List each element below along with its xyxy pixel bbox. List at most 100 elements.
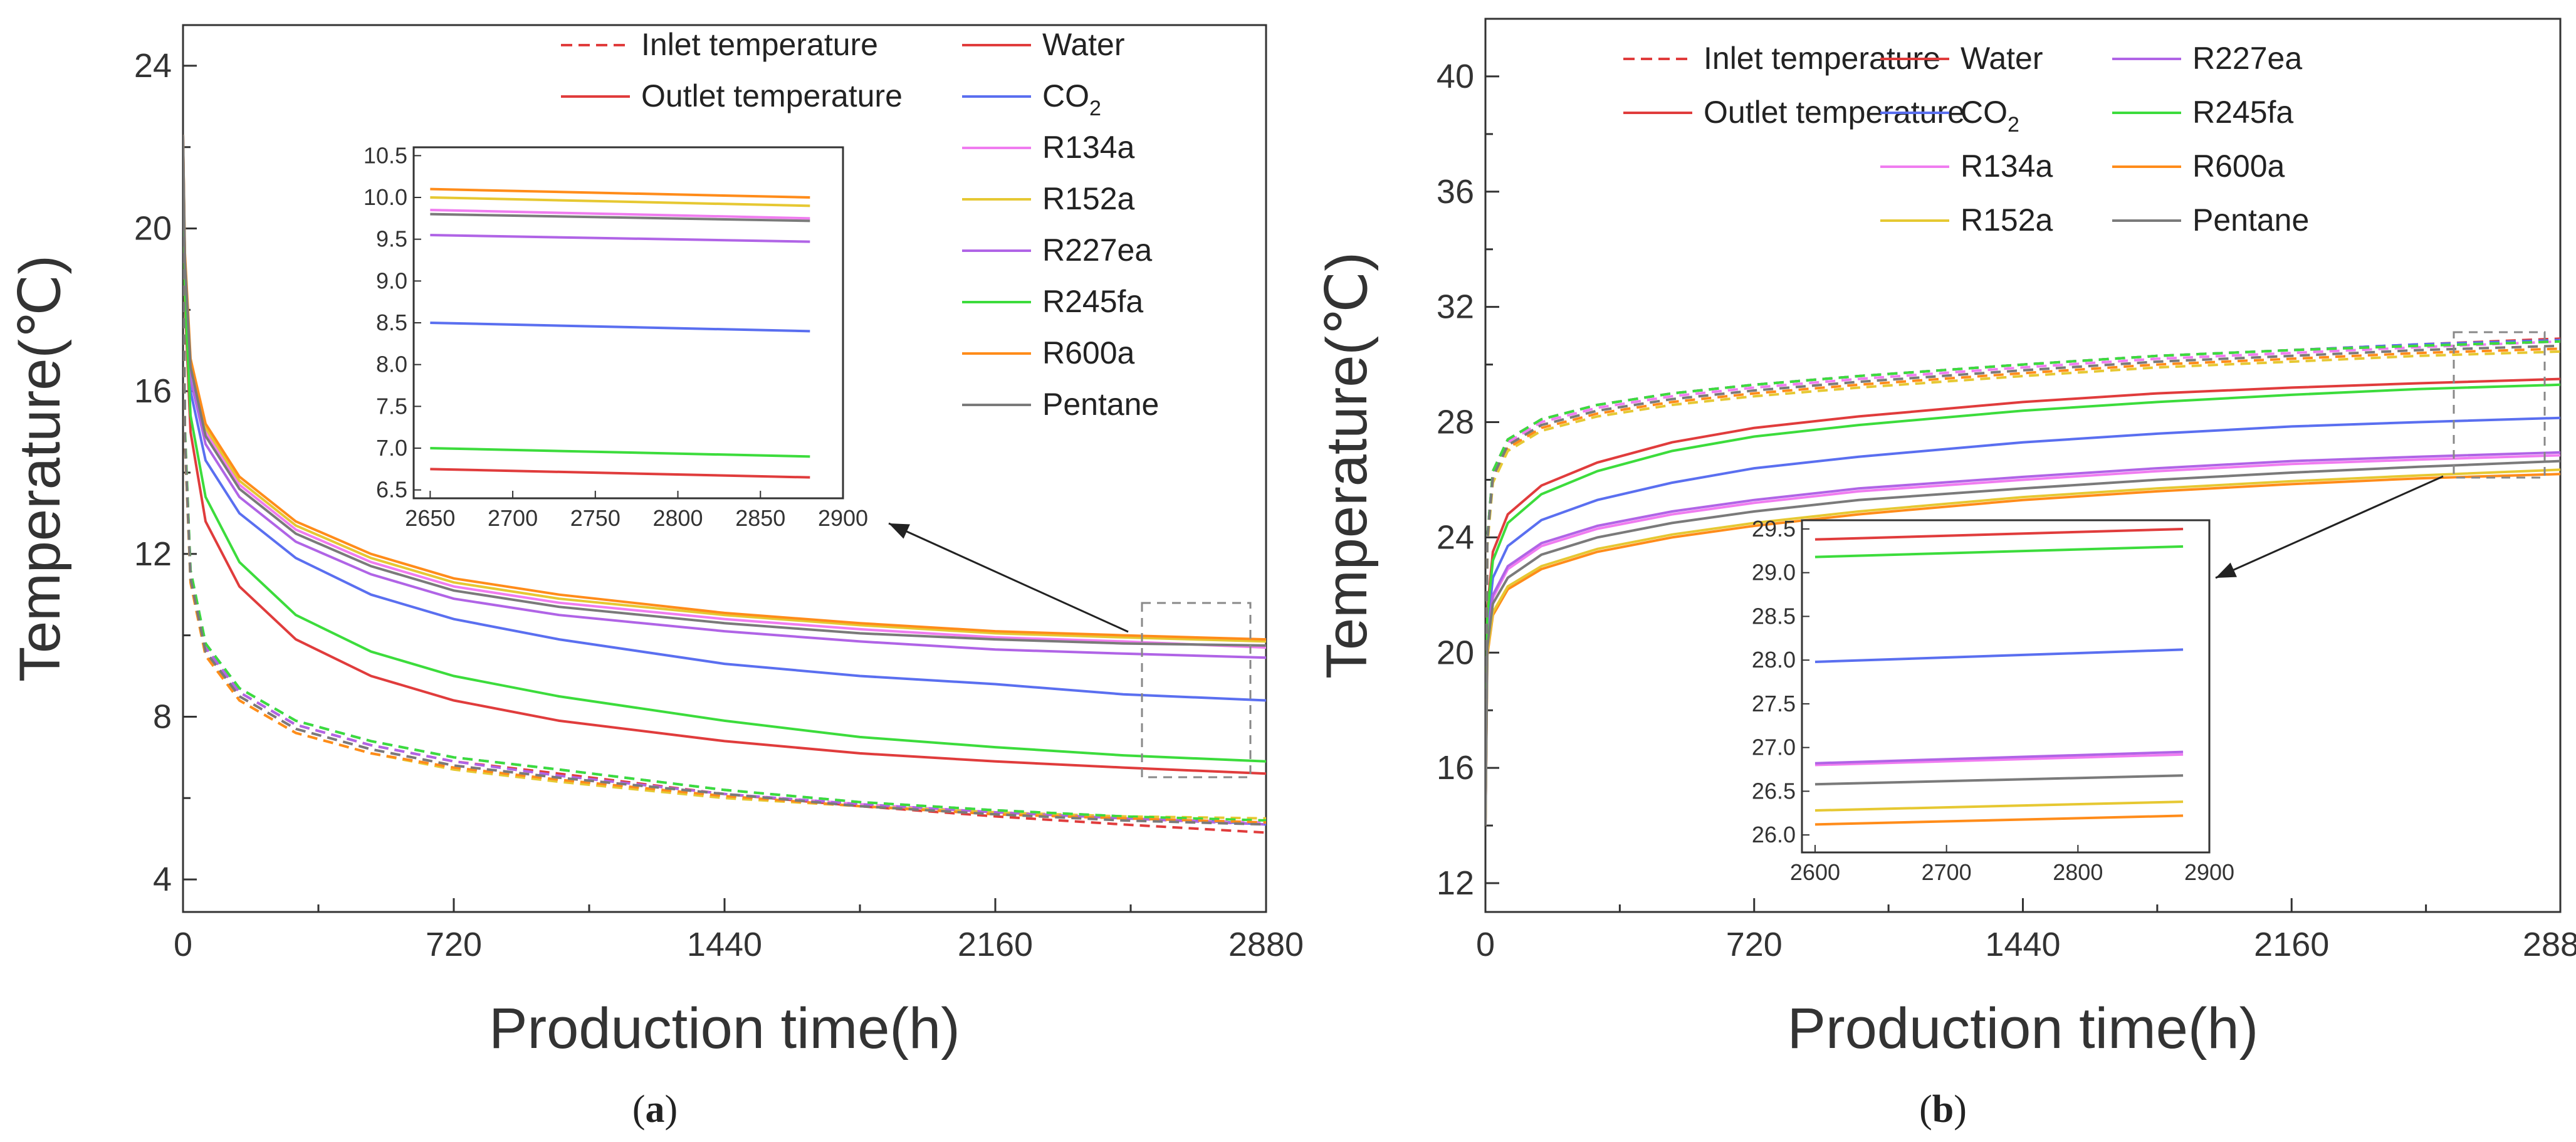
inset-x-tick-label: 2700	[1922, 859, 1972, 885]
series-outlet-water	[1485, 377, 2560, 826]
inset-series-r227ea	[1814, 750, 2184, 765]
inset-series-r245fa	[1814, 545, 2184, 558]
legend-label: R227ea	[1042, 233, 1152, 268]
inset-series-pentane	[1814, 774, 2184, 786]
x-axis-title: Production time(h)	[489, 997, 960, 1061]
x-tick-label: 2160	[958, 926, 1033, 963]
panel-label: (b)	[1919, 1088, 1967, 1131]
x-tick-label: 0	[1476, 926, 1495, 963]
inset-y-tick-label: 28.0	[1752, 647, 1796, 673]
legend-label: CO2	[1961, 95, 2019, 137]
inset-y-tick-label: 6.5	[376, 477, 407, 503]
series-inlet-r152a	[1485, 350, 2560, 797]
panel-label-part: a	[646, 1088, 665, 1131]
inset-x-tick-label: 2650	[405, 505, 455, 531]
y-axis-title: Temperature(℃)	[8, 255, 72, 682]
y-tick-label: 36	[1437, 173, 1474, 211]
inset-x-tick-label: 2750	[570, 505, 620, 531]
y-tick-label: 16	[134, 372, 172, 410]
legend-label-text: R227ea	[1042, 233, 1152, 268]
zoom-arrow-line	[2215, 475, 2444, 579]
inset-y-tick-label: 27.5	[1752, 691, 1796, 716]
y-tick-label: 20	[134, 210, 172, 248]
inset-chart: 26.0 26.5 27.0 27.5 28.0 28.5 29.0 29.5 2600 2700…	[1752, 516, 2234, 885]
inset-series-water	[1814, 527, 2184, 541]
inset-y-tick-label: 26.0	[1752, 822, 1796, 847]
legend-label-text: CO	[1961, 95, 2008, 130]
legend-label: Pentane	[1042, 387, 1159, 422]
series-inlet-r245fa	[183, 187, 1266, 822]
inset-series-r600a	[430, 187, 810, 199]
inset-y-tick-label: 29.0	[1752, 560, 1796, 585]
inset-y-tick-label: 7.5	[376, 393, 407, 419]
inset-series-r134a	[430, 209, 810, 220]
y-tick-label: 4	[153, 861, 172, 898]
chart-panel-a: 4 8 12 16 20 24 0 720 1440 2160 2880 Production tim…	[8, 24, 1304, 1131]
legend-label: R134a	[1042, 130, 1135, 165]
x-tick-label: 0	[174, 926, 192, 963]
legend-label: Pentane	[2192, 202, 2309, 238]
legend-label: R600a	[2192, 149, 2285, 184]
legend-label-text: R152a	[1042, 181, 1135, 216]
chart-panel-b: 12 16 20 24 28 32 36 40 0 720 1440 2160 2880 Producti…	[1315, 18, 2576, 1131]
legend-label-text: R245fa	[1042, 284, 1143, 319]
legend-label: R134a	[1961, 149, 2053, 184]
legend-label: Outlet temperature	[641, 78, 903, 113]
zoom-region	[1141, 602, 1252, 778]
series-outlet-r245fa	[183, 143, 1266, 763]
inset-y-tick-label: 10.5	[364, 142, 407, 168]
y-tick-label: 32	[1437, 288, 1474, 326]
panel-label-part: (	[632, 1088, 646, 1131]
inset-series-r134a	[1814, 753, 2184, 767]
legend-label: R600a	[1042, 335, 1135, 370]
inset-series-r152a	[430, 196, 810, 207]
legend-label-text: R134a	[1961, 149, 2053, 184]
inset-frame	[1801, 519, 2211, 854]
series-lines	[183, 135, 1266, 834]
inset-y-tick-label: 27.0	[1752, 735, 1796, 760]
zoom-arrow-line	[888, 522, 1129, 633]
y-tick-label: 24	[134, 47, 172, 85]
series-inlet-r152a	[183, 187, 1266, 820]
series-inlet-pentane	[1485, 344, 2560, 797]
panel-label-part: b	[1932, 1088, 1954, 1131]
legend-label-subscript: 2	[1089, 97, 1101, 120]
x-tick-label: 2880	[1228, 926, 1304, 963]
inset-y-tick-label: 10.0	[364, 184, 407, 210]
legend-label-text: R152a	[1961, 202, 2053, 238]
x-tick-label: 2880	[2523, 926, 2576, 963]
inset-series-co2	[1814, 648, 2184, 663]
inset-series-water	[430, 468, 810, 479]
inset-x-tick-label: 2900	[818, 505, 868, 531]
legend-label: R227ea	[2192, 41, 2302, 76]
series-outlet-water	[183, 147, 1266, 775]
x-tick-label: 1440	[1985, 926, 2060, 963]
inset-x-tick-label: 2800	[2053, 859, 2103, 885]
legend-label-text: R600a	[1042, 335, 1135, 370]
y-tick-label: 16	[1437, 749, 1474, 787]
inset-y-tick-label: 28.5	[1752, 603, 1796, 629]
inset-y-tick-label: 9.5	[376, 226, 407, 252]
series-outlet-r152a	[1485, 468, 2560, 826]
legend-label-text: R134a	[1042, 130, 1135, 165]
series-outlet-co2	[183, 139, 1266, 702]
inset-series-r152a	[1814, 800, 2184, 812]
legend-label: R245fa	[1042, 284, 1143, 319]
legend-label: Water	[1961, 41, 2043, 76]
x-axis-title: Production time(h)	[1788, 997, 2259, 1061]
y-tick-label: 20	[1437, 634, 1474, 671]
series-outlet-r227ea	[1485, 451, 2560, 826]
zoom-region	[2453, 331, 2546, 479]
inset-x-tick-label: 2900	[2184, 859, 2234, 885]
series-outlet-r600a	[183, 135, 1266, 641]
legend-label-text: Water	[1961, 41, 2043, 76]
inset-y-tick-label: 8.5	[376, 310, 407, 335]
series-inlet-r600a	[183, 187, 1266, 824]
y-tick-label: 28	[1437, 404, 1474, 441]
legend-label: R245fa	[2192, 95, 2293, 130]
series-outlet-co2	[1485, 416, 2560, 826]
panel-label-part: )	[665, 1088, 678, 1131]
y-axis-title: Temperature(℃)	[1315, 252, 1379, 679]
